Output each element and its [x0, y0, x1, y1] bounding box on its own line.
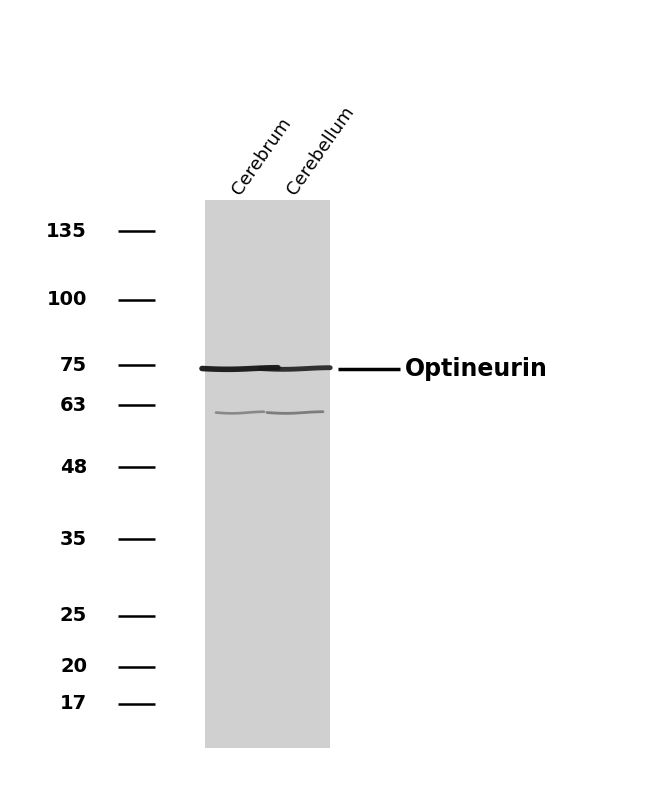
Text: Cerebrum: Cerebrum — [228, 114, 294, 198]
Text: 20: 20 — [60, 657, 87, 676]
Bar — [205, 200, 330, 748]
Text: 135: 135 — [46, 222, 87, 241]
Text: 35: 35 — [60, 530, 87, 549]
Text: 63: 63 — [60, 396, 87, 414]
Text: Optineurin: Optineurin — [405, 357, 548, 380]
Text: 25: 25 — [60, 607, 87, 626]
Text: 48: 48 — [60, 458, 87, 477]
Text: Cerebellum: Cerebellum — [283, 103, 358, 198]
Text: 17: 17 — [60, 694, 87, 713]
Text: 100: 100 — [47, 290, 87, 309]
Text: 75: 75 — [60, 356, 87, 375]
